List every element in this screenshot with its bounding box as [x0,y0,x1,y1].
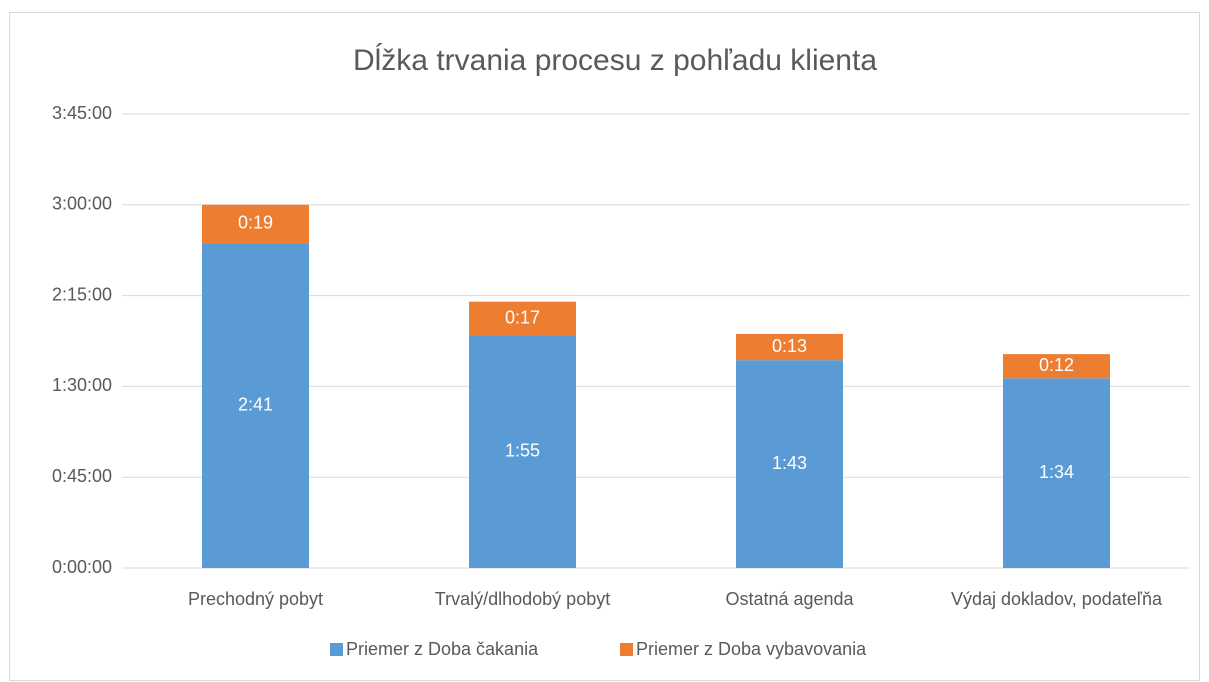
data-label: 0:13 [772,336,807,356]
x-tick-label: Prechodný pobyt [188,589,323,609]
bar-segment [202,243,309,569]
data-label: 0:17 [505,308,540,328]
y-tick-label: 3:00:00 [52,194,112,214]
data-label: 0:12 [1039,355,1074,375]
legend-swatch [620,643,633,656]
data-label: 1:34 [1039,462,1074,482]
y-tick-label: 2:15:00 [52,284,112,304]
y-tick-label: 3:45:00 [52,103,112,123]
data-label: 1:55 [505,441,540,461]
chart-border [9,12,1200,681]
bar-segment [736,360,843,568]
chart-title: Dĺžka trvania procesu z pohľadu klienta [353,43,877,77]
legend-label: Priemer z Doba vybavovania [636,639,867,659]
bar-segment [202,204,309,244]
bar-segment [736,333,843,361]
x-tick-label: Ostatná agenda [725,589,854,609]
x-tick-label: Trvalý/dlhodobý pobyt [435,589,610,609]
bar-segment [1003,378,1110,568]
legend-swatch [330,643,343,656]
y-tick-label: 0:45:00 [52,466,112,486]
x-tick-label: Výdaj dokladov, podateľňa [951,589,1163,609]
data-label: 1:43 [772,453,807,473]
legend-label: Priemer z Doba čakania [346,639,539,659]
y-tick-label: 1:30:00 [52,375,112,395]
bar-segment [469,301,576,336]
bar-segment [1003,354,1110,379]
bar-segment [469,335,576,568]
data-label: 2:41 [238,394,273,414]
data-label: 0:19 [238,213,273,233]
y-tick-label: 0:00:00 [52,557,112,577]
